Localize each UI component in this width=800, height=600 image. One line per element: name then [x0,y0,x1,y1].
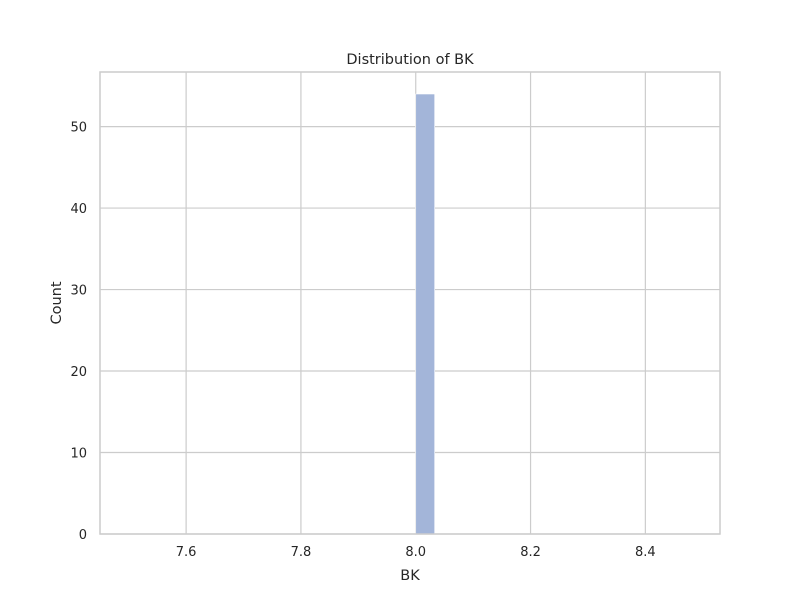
x-tick-label: 7.6 [176,545,197,560]
y-tick-labels: 0 10 20 30 40 50 [70,121,87,543]
y-tick-label: 10 [70,447,87,462]
x-axis-label: BK [400,568,420,584]
y-tick-label: 40 [70,202,87,217]
y-tick-label: 0 [79,528,87,543]
y-tick-label: 50 [70,121,87,136]
y-gridlines [100,125,720,535]
x-tick-labels: 7.6 7.8 8.0 8.2 8.4 [176,545,656,560]
x-tick-label: 8.4 [635,545,656,560]
plot-frame [99,71,721,535]
x-tick-label: 7.8 [291,545,312,560]
bars [415,93,435,535]
y-tick-label: 30 [70,284,87,299]
x-tick-label: 8.2 [520,545,541,560]
histogram-bar [415,93,435,535]
y-tick-label: 20 [70,365,87,380]
x-tick-label: 8.0 [405,545,426,560]
chart-title: Distribution of BK [346,52,474,68]
y-axis-label: Count [49,281,65,324]
